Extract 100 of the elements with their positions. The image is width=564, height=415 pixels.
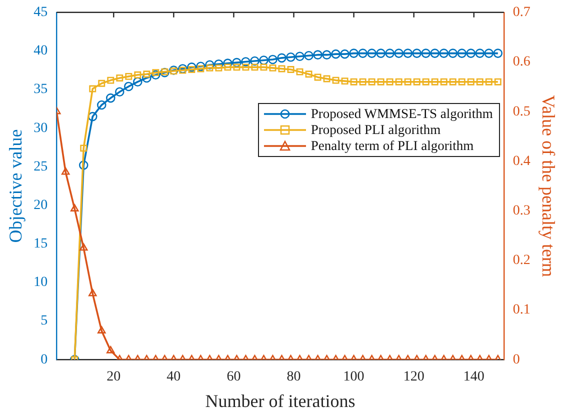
point xyxy=(439,48,449,58)
point xyxy=(89,85,96,92)
point xyxy=(114,87,124,97)
point xyxy=(251,64,258,71)
y2-tick-label: 0.3 xyxy=(512,203,530,218)
point xyxy=(143,70,150,78)
x-tick-label: 120 xyxy=(403,370,424,385)
point xyxy=(323,75,330,82)
y-tick-label: 30 xyxy=(34,120,48,136)
point xyxy=(331,49,340,59)
y-tick-label: 5 xyxy=(40,314,48,329)
point xyxy=(178,64,188,74)
point xyxy=(107,76,114,84)
point xyxy=(350,78,358,86)
point xyxy=(80,243,88,251)
point xyxy=(412,48,422,58)
point xyxy=(241,57,250,66)
y-tick-label: 0 xyxy=(40,352,48,368)
point xyxy=(215,64,222,72)
point xyxy=(116,74,124,82)
point xyxy=(476,78,484,86)
point xyxy=(106,346,115,354)
point xyxy=(197,65,204,72)
point xyxy=(295,52,304,62)
point xyxy=(70,204,79,212)
point xyxy=(125,72,132,80)
point xyxy=(358,48,368,58)
point xyxy=(376,48,386,58)
legend-label: Proposed PLI algorithm xyxy=(310,122,441,138)
point xyxy=(494,78,502,86)
point xyxy=(394,48,404,58)
y2-tick-label: 0.6 xyxy=(512,54,530,70)
point xyxy=(386,78,394,86)
point xyxy=(475,48,485,58)
point xyxy=(269,64,276,72)
point xyxy=(233,64,240,71)
x-tick-label: 100 xyxy=(343,370,364,385)
point xyxy=(448,48,458,58)
point xyxy=(431,78,438,86)
point xyxy=(286,52,296,62)
point xyxy=(413,78,420,86)
point xyxy=(314,74,322,81)
point xyxy=(404,78,412,86)
point xyxy=(430,48,440,58)
point xyxy=(457,48,467,58)
point xyxy=(340,49,350,59)
point xyxy=(134,71,142,78)
y2-tick-label: 0.5 xyxy=(512,104,530,120)
y-tick-label: 45 xyxy=(34,5,48,20)
y-tick-label: 20 xyxy=(34,198,48,213)
point xyxy=(467,78,474,86)
point xyxy=(187,62,196,72)
point xyxy=(368,78,376,86)
y2-axis-title: Value of the penalty term xyxy=(538,95,558,277)
point xyxy=(80,144,88,152)
point xyxy=(259,56,268,65)
point xyxy=(188,66,196,73)
point xyxy=(377,78,384,86)
point xyxy=(440,78,448,86)
point xyxy=(268,54,278,64)
point xyxy=(493,48,503,58)
point xyxy=(367,48,376,58)
y-tick-label: 40 xyxy=(34,44,48,59)
point xyxy=(313,50,322,60)
y2-tick-label: 0.4 xyxy=(512,154,530,169)
point xyxy=(422,78,430,86)
point xyxy=(179,66,186,74)
point xyxy=(250,56,260,66)
x-tick-label: 140 xyxy=(463,370,484,385)
point xyxy=(277,53,286,63)
y2-tick-label: 0 xyxy=(512,352,520,368)
point xyxy=(142,73,152,83)
y-tick-label: 25 xyxy=(34,159,48,174)
point xyxy=(151,70,160,80)
point xyxy=(96,100,106,110)
point xyxy=(242,64,250,71)
point xyxy=(349,48,358,58)
point xyxy=(98,80,106,87)
point xyxy=(278,65,286,72)
legend-label: Proposed WMMSE-TS algorithm xyxy=(310,106,493,122)
y-axis-title: Objective value xyxy=(6,129,26,243)
point xyxy=(466,48,476,58)
x-tick-label: 80 xyxy=(286,370,301,385)
point xyxy=(304,50,314,60)
point xyxy=(205,60,214,70)
y-tick-label: 15 xyxy=(34,236,48,252)
point xyxy=(296,68,304,76)
point xyxy=(449,78,456,86)
point xyxy=(88,112,98,122)
point xyxy=(287,66,294,73)
y2-tick-label: 0.7 xyxy=(512,5,530,20)
y2-tick-label: 0.2 xyxy=(512,253,530,268)
y-tick-label: 35 xyxy=(34,82,48,98)
point xyxy=(322,50,332,60)
point xyxy=(124,82,134,92)
point xyxy=(341,78,348,85)
point xyxy=(458,78,466,86)
point xyxy=(224,64,232,71)
point xyxy=(196,62,206,72)
point xyxy=(214,59,224,69)
